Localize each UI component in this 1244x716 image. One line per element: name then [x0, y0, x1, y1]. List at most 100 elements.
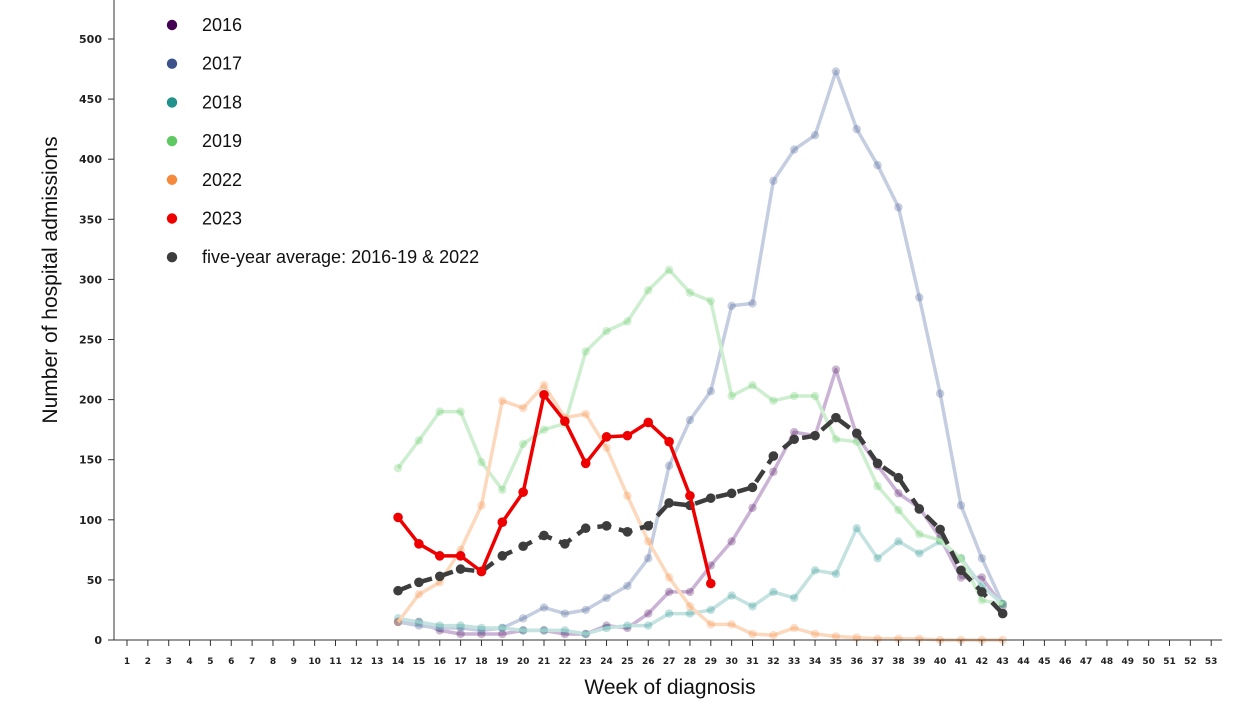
series-2023-point — [434, 551, 445, 561]
x-tick-label: 22 — [559, 657, 572, 667]
series-2017-point — [727, 301, 736, 311]
x-tick-label: 43 — [996, 657, 1009, 667]
x-tick-label: 5 — [207, 657, 213, 667]
x-tick-label: 49 — [1122, 657, 1135, 667]
series-2017-point — [539, 603, 549, 612]
five-year-average-point — [539, 530, 549, 541]
x-tick-label: 1 — [124, 657, 130, 667]
series-2019-point — [998, 599, 1007, 609]
five-year-average-point — [747, 482, 758, 493]
series-2022-point — [518, 403, 528, 413]
series-2022 — [393, 380, 1007, 645]
series-2017-point — [810, 130, 820, 140]
x-tick-label: 28 — [684, 657, 697, 667]
series-2016-point — [769, 467, 778, 476]
x-tick-label: 44 — [1017, 657, 1030, 667]
x-tick-label: 15 — [413, 657, 426, 667]
series-2017-point — [769, 176, 778, 186]
five-year-average-point — [664, 498, 674, 508]
series-2017-point — [956, 501, 966, 510]
legend-marker — [166, 97, 178, 108]
five-year-average-point — [518, 541, 528, 552]
five-year-average-point — [434, 571, 445, 582]
five-year-average-point — [851, 428, 862, 439]
y-tick-label: 250 — [79, 334, 102, 347]
x-tick-label: 33 — [788, 657, 801, 667]
series-2019-point — [748, 380, 757, 390]
series-2023-point — [476, 566, 487, 577]
series-2018-point — [498, 623, 507, 633]
series-2019-point — [602, 326, 611, 336]
series-2017-point — [873, 161, 882, 170]
x-tick-label: 26 — [642, 657, 655, 667]
series-2019-point — [644, 286, 653, 295]
series-2019-point — [664, 265, 674, 274]
series-2022-point — [393, 617, 403, 627]
x-tick-label: 18 — [475, 657, 488, 667]
y-tick-label: 50 — [87, 574, 103, 587]
series-2017-point — [977, 554, 987, 563]
series-2018-line — [397, 526, 1004, 636]
series-2019-point — [810, 391, 820, 401]
series-2018-point — [456, 621, 465, 630]
series-2016-point — [831, 365, 841, 374]
five-year-average-point — [414, 577, 424, 588]
series-2019-point — [706, 296, 715, 306]
series-2023-point — [601, 432, 612, 442]
series-2016-point — [685, 587, 695, 597]
x-tick-label: 16 — [433, 657, 446, 667]
series-2016-point — [727, 537, 736, 546]
five-year-average-point — [706, 493, 716, 503]
legend-item: five-year average: 2016-19 & 2022 — [166, 247, 479, 267]
series-2018-point — [894, 537, 903, 546]
series-2023-point — [685, 490, 695, 501]
y-tick-label: 100 — [79, 514, 102, 527]
series-2018-point — [477, 623, 486, 633]
y-tick-label: 500 — [79, 33, 102, 46]
series-2018-point — [831, 569, 841, 579]
series-2017-point — [831, 67, 841, 76]
series-2019-line — [396, 268, 1003, 606]
x-tick-label: 32 — [767, 657, 780, 667]
legend-item: 2022 — [166, 170, 242, 190]
series-2019-point — [685, 288, 695, 297]
x-tick-label: 10 — [308, 657, 321, 667]
series-2018-point — [748, 602, 757, 611]
five-year-average-point — [601, 521, 612, 531]
x-tick-label: 13 — [371, 657, 384, 667]
x-tick-label: 34 — [809, 657, 822, 667]
series-2022-point — [477, 501, 486, 510]
series-2019-point — [518, 439, 528, 449]
five-year-average-point — [455, 564, 466, 574]
x-tick-label: 4 — [186, 657, 192, 667]
y-tick-label: 300 — [79, 273, 102, 286]
series-2017-point — [581, 605, 590, 615]
series-2016-point — [664, 587, 674, 597]
x-tick-label: 38 — [892, 657, 905, 667]
series-2017-point — [706, 386, 715, 396]
series-2017-point — [685, 415, 695, 425]
series-2018-point — [727, 591, 736, 600]
series-2017-point — [935, 389, 945, 398]
x-tick-label: 7 — [249, 657, 255, 667]
series-2019-point — [790, 391, 799, 401]
series-2023 — [393, 389, 716, 589]
series-five-year-average — [393, 412, 1008, 619]
series-2016-point — [644, 609, 653, 618]
series-2023-point — [706, 578, 716, 589]
series-2016-point — [748, 503, 757, 512]
series-2017-point — [790, 145, 799, 154]
x-tick-label: 25 — [621, 657, 634, 667]
series-2023-point — [455, 551, 466, 561]
series-2022-point — [581, 409, 590, 419]
series-2017-point — [518, 614, 528, 623]
x-tick-label: 21 — [538, 657, 551, 667]
y-tick-label: 150 — [79, 454, 102, 467]
series-2022-point — [498, 396, 507, 406]
x-axis-title: Week of diagnosis — [584, 676, 755, 699]
x-tick-label: 40 — [934, 657, 947, 667]
legend-label: 2019 — [202, 131, 242, 151]
x-tick-label: 12 — [350, 657, 363, 667]
x-tick-label: 3 — [166, 657, 172, 667]
series-2023-point — [414, 539, 424, 549]
